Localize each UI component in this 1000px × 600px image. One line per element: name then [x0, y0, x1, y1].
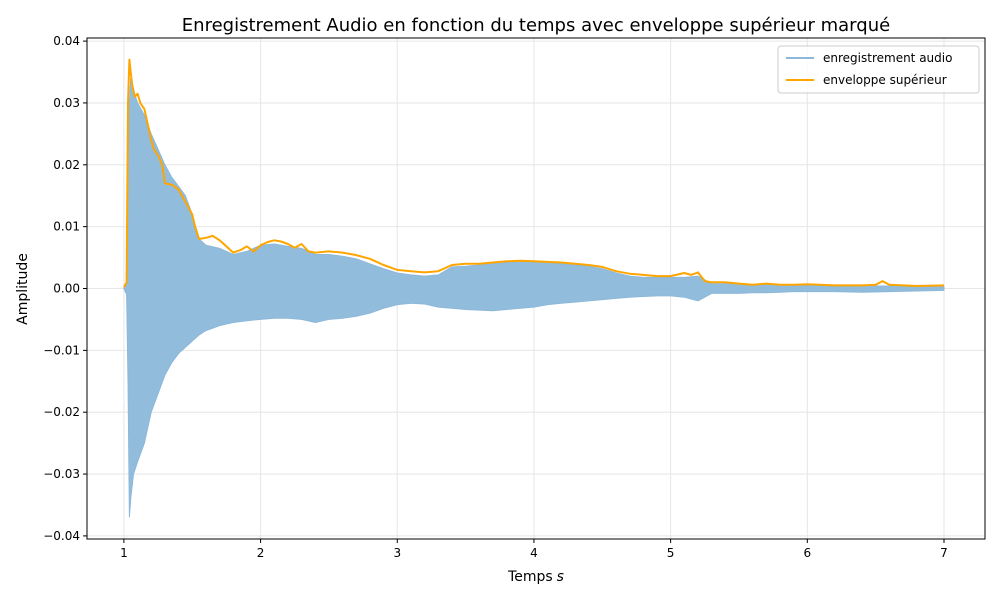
series-upper-envelope — [123, 58, 945, 288]
x-tick-label: 3 — [393, 546, 401, 560]
y-axis-label: Amplitude — [15, 253, 31, 325]
x-axis-label-text: Temps — [507, 569, 553, 585]
y-tick-label: −0.02 — [43, 405, 80, 419]
y-axis-ticks: 0.04 0.03 0.02 0.01 0.00 −0.01 −0.02 −0.03 −0.04 — [43, 34, 87, 543]
x-tick-label: 5 — [667, 546, 675, 560]
legend: enregistrement audio enveloppe supérieur — [777, 45, 980, 94]
y-tick-label: 0.04 — [53, 34, 80, 48]
y-tick-label: 0.03 — [53, 96, 80, 110]
x-axis-ticks: 1 2 3 4 5 6 7 — [120, 539, 948, 560]
chart-title: Enregistrement Audio en fonction du temp… — [182, 15, 890, 36]
x-tick-label: 1 — [120, 546, 128, 560]
x-tick-label: 6 — [803, 546, 811, 560]
plot-area — [123, 58, 945, 518]
y-tick-label: −0.01 — [43, 343, 80, 357]
legend-label-envelope: enveloppe supérieur — [823, 73, 947, 87]
y-tick-label: 0.00 — [53, 282, 80, 296]
x-axis-label: Temps s — [507, 569, 564, 585]
x-axis-unit: s — [557, 569, 564, 585]
grid — [87, 38, 985, 539]
x-tick-label: 4 — [530, 546, 538, 560]
x-tick-label: 2 — [257, 546, 265, 560]
series-audio-recording — [123, 78, 945, 518]
y-tick-label: 0.01 — [53, 220, 80, 234]
legend-box — [777, 45, 980, 94]
y-tick-label: 0.02 — [53, 158, 80, 172]
x-tick-label: 7 — [940, 546, 948, 560]
y-tick-label: −0.03 — [43, 467, 80, 481]
legend-label-audio: enregistrement audio — [823, 51, 952, 65]
y-tick-label: −0.04 — [43, 529, 80, 543]
